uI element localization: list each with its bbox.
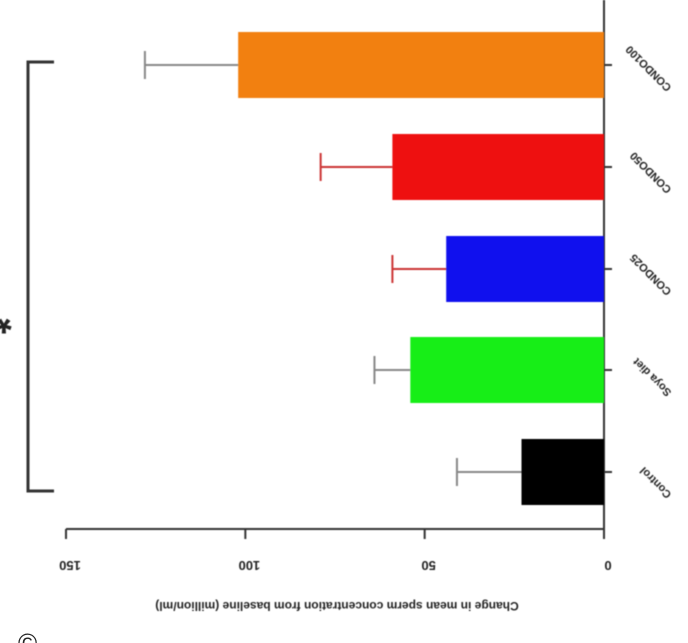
x-tick-label: 50 bbox=[421, 558, 435, 573]
copyright-mark: © bbox=[18, 628, 37, 643]
chart-error-bars bbox=[143, 51, 522, 486]
bar bbox=[238, 32, 604, 98]
x-tick-label: 0 bbox=[604, 558, 611, 573]
x-axis-label: Change in mean sperm concentration from … bbox=[155, 599, 518, 613]
chart-bars bbox=[238, 32, 604, 505]
bar bbox=[521, 439, 604, 505]
category-label: Control bbox=[638, 464, 674, 500]
x-tick-labels: 0 50 100 150 bbox=[59, 558, 611, 573]
significance-bracket: * bbox=[0, 60, 54, 493]
x-tick-label: 100 bbox=[238, 558, 260, 573]
bracket-line bbox=[26, 60, 54, 493]
category-label: CONDO25 bbox=[628, 251, 674, 297]
category-labels: Control Soya diet CONDO25 CONDO50 CONDO100 bbox=[624, 43, 674, 500]
bar bbox=[446, 236, 604, 302]
significance-star: * bbox=[0, 297, 12, 341]
x-axis-title: Change in mean sperm concentration from … bbox=[155, 599, 518, 613]
category-label: Soya diet bbox=[631, 355, 674, 398]
x-tick-label: 150 bbox=[59, 558, 81, 573]
category-label: CONDO50 bbox=[628, 149, 674, 195]
bar bbox=[410, 337, 604, 403]
category-label: CONDO100 bbox=[624, 43, 674, 93]
bar bbox=[392, 134, 604, 200]
